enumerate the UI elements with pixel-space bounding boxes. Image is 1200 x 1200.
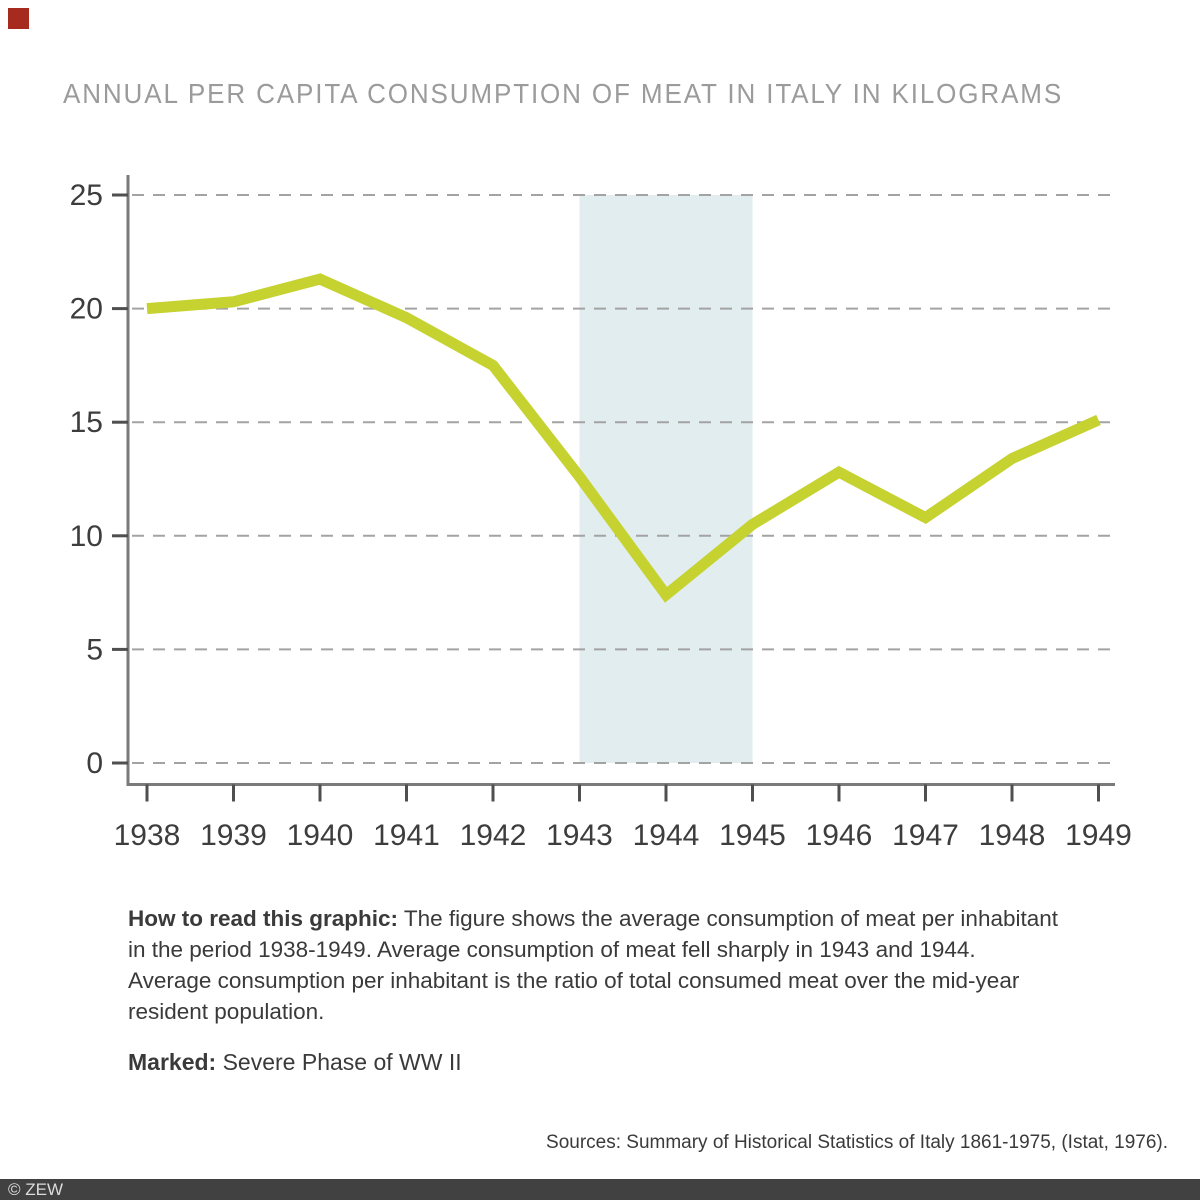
x-tick-label: 1946 (806, 819, 873, 852)
y-tick-label: 20 (70, 293, 103, 326)
x-tick-label: 1941 (373, 819, 440, 852)
y-tick-label: 25 (70, 179, 103, 212)
marked-label: Marked: (128, 1049, 217, 1075)
y-tick-label: 0 (86, 747, 103, 780)
line-chart: 0 5 10 15 20 25 1938 1939 1940 1941 1942 1943 1944 19… (70, 175, 1132, 852)
sources-note: Sources: Summary of Historical Statistic… (546, 1132, 1168, 1153)
footer-bar: © ZEW (0, 1179, 1200, 1200)
copyright-text: © ZEW (8, 1179, 64, 1199)
x-tick-label: 1945 (719, 819, 786, 852)
marked-text: Severe Phase of WW II (216, 1049, 462, 1075)
x-tick-label: 1939 (200, 819, 267, 852)
how-to-read-text: The figure shows the average consumption… (128, 906, 1059, 1024)
x-tick-label: 1938 (114, 819, 181, 852)
zew-logo-mark (8, 8, 29, 29)
marked-note: Marked: Severe Phase of WW II (128, 1049, 462, 1076)
x-tick-label: 1942 (460, 819, 527, 852)
page-title: ANNUAL PER CAPITA CONSUMPTION OF MEAT IN… (63, 78, 1064, 109)
how-to-read-note: How to read this graphic: The figure sho… (128, 903, 1148, 1027)
x-tick-label: 1947 (892, 819, 959, 852)
y-tick-label: 5 (86, 633, 103, 666)
how-to-read-label: How to read this graphic: (128, 906, 399, 931)
y-tick-label: 15 (70, 406, 103, 439)
x-tick-label: 1949 (1065, 819, 1132, 852)
x-tick-label: 1943 (546, 819, 613, 852)
marked-band (579, 195, 753, 763)
data-line-meat-consumption (146, 273, 1101, 603)
x-tick-label: 1944 (633, 819, 700, 852)
x-tick-label: 1940 (287, 819, 354, 852)
y-tick-label: 10 (70, 520, 103, 553)
x-tick-label: 1948 (979, 819, 1046, 852)
